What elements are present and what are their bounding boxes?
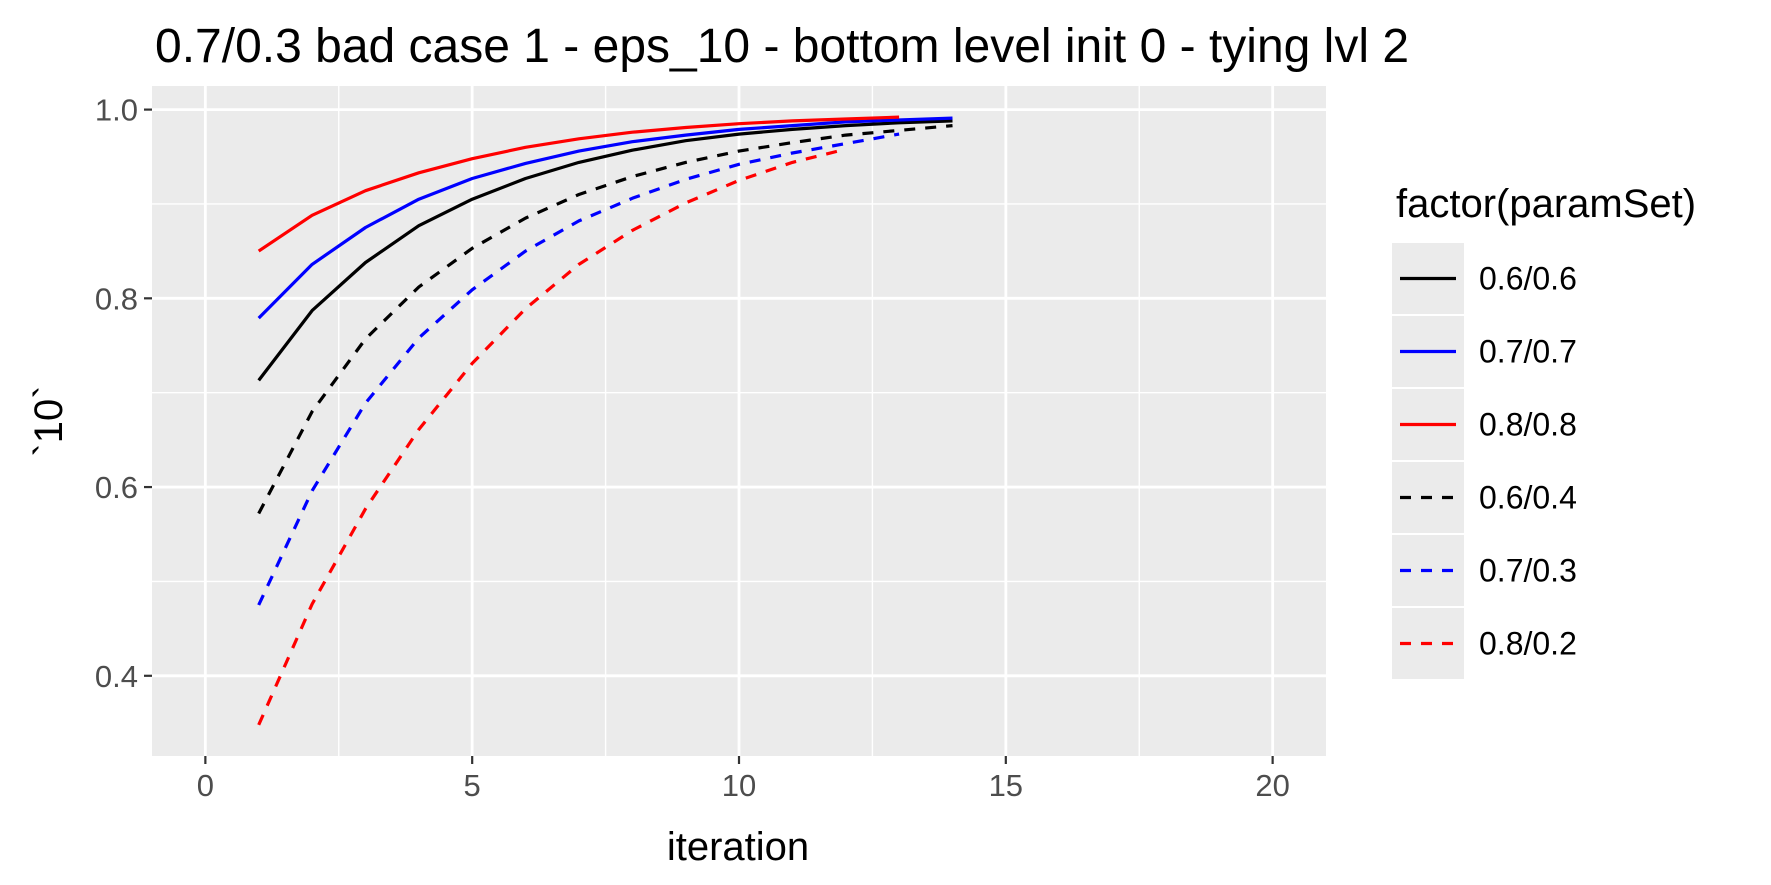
y-axis-title: `10` [27,385,71,456]
series-line-0.6-0.4 [257,124,953,515]
legend-label: 0.8/0.8 [1479,407,1577,443]
x-axis: 0 5 10 15 20 [197,756,1290,803]
y-tick-label: 0.8 [95,281,138,316]
x-axis-title: iteration [667,825,809,869]
y-tick-label: 0.6 [95,470,138,505]
x-tick-label: 15 [989,768,1023,803]
y-tick-label: 1.0 [95,93,138,128]
series-line-0.8-0.8 [257,115,900,253]
x-tick-label: 5 [464,768,481,803]
chart-title: 0.7/0.3 bad case 1 - eps_10 - bottom lev… [155,20,1409,73]
legend-label: 0.7/0.7 [1479,334,1577,370]
series-line-0.6-0.6 [257,119,953,382]
y-tick-label: 0.4 [95,659,138,694]
x-tick-label: 20 [1255,768,1289,803]
legend-label: 0.8/0.2 [1479,626,1577,662]
series-line-0.8-0.2 [257,147,847,726]
series-line-0.7-0.3 [257,132,900,606]
series-lines [257,115,953,726]
legend-label: 0.6/0.4 [1479,480,1577,516]
x-tick-label: 10 [722,768,756,803]
legend-title: factor(paramSet) [1396,182,1696,226]
x-tick-label: 0 [197,768,214,803]
y-axis: 0.4 0.6 0.8 1.0 [95,93,152,694]
series-line-0.7-0.7 [257,116,953,320]
legend: 0.6/0.6 0.7/0.7 0.8/0.8 0.6/0.4 0.7/0.3 0.8/0… [1392,243,1577,679]
legend-label: 0.7/0.3 [1479,553,1577,589]
legend-label: 0.6/0.6 [1479,261,1577,297]
